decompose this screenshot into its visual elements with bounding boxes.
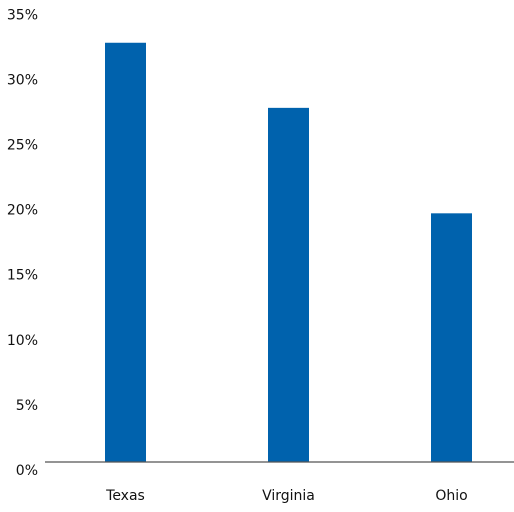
bar (105, 42, 146, 462)
x-tick-label: Ohio (435, 488, 467, 504)
x-tick-label: Texas (105, 488, 145, 504)
y-tick-label: 10% (7, 333, 38, 349)
y-tick-label: 0% (16, 463, 38, 479)
y-tick-label: 15% (7, 268, 38, 284)
y-tick-label: 35% (7, 7, 38, 23)
x-tick-label: Virginia (262, 488, 315, 504)
y-tick-label: 20% (7, 203, 38, 219)
y-tick-label: 5% (16, 398, 38, 414)
y-tick-label: 25% (7, 138, 38, 154)
bar (431, 213, 472, 462)
y-tick-label: 30% (7, 72, 38, 88)
bar (268, 107, 309, 462)
